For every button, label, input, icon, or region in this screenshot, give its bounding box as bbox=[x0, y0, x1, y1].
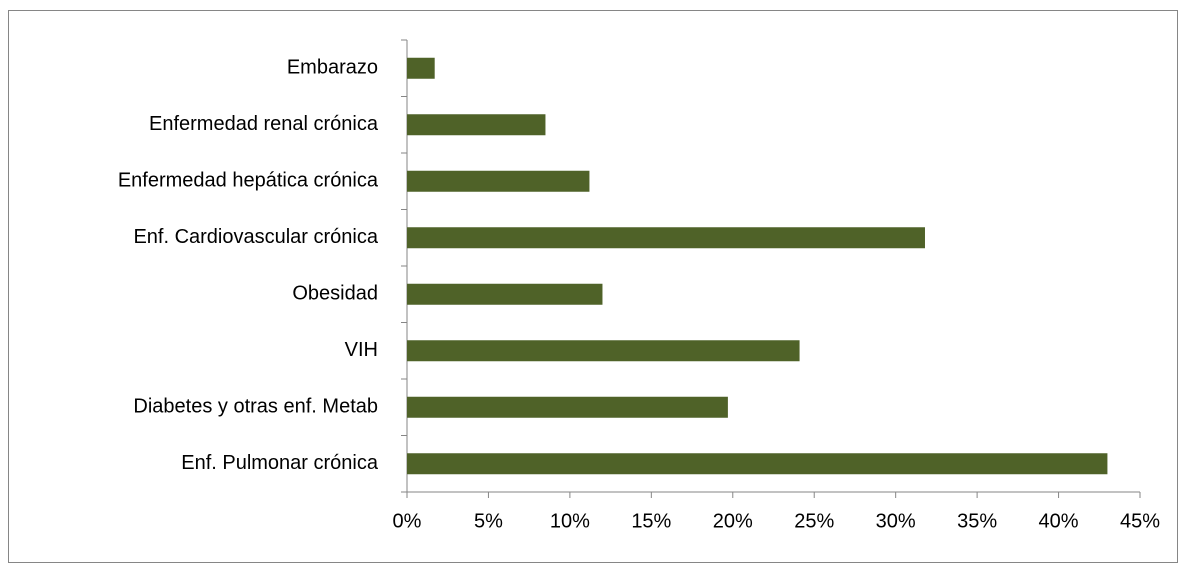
y-tick-label: Embarazo bbox=[287, 57, 378, 79]
bar bbox=[407, 170, 590, 192]
y-tick-label: Enf. Pulmonar crónica bbox=[181, 452, 379, 474]
x-tick-label: 15% bbox=[631, 510, 671, 532]
x-tick-label: 35% bbox=[957, 510, 997, 532]
y-tick-label: Obesidad bbox=[292, 283, 378, 305]
y-tick-label: Diabetes y otras enf. Metab bbox=[133, 396, 378, 418]
x-tick-label: 25% bbox=[794, 510, 834, 532]
x-tick-label: 40% bbox=[1039, 510, 1079, 532]
x-tick-label: 5% bbox=[474, 510, 503, 532]
y-tick-label: Enfermedad hepática crónica bbox=[118, 170, 379, 192]
bar bbox=[407, 340, 800, 362]
y-tick-label: VIH bbox=[345, 339, 378, 361]
bar bbox=[407, 396, 728, 418]
y-tick-label: Enf. Cardiovascular crónica bbox=[133, 226, 378, 248]
bar bbox=[407, 57, 435, 79]
bar bbox=[407, 283, 603, 305]
x-tick-label: 45% bbox=[1120, 510, 1160, 532]
x-tick-label: 20% bbox=[713, 510, 753, 532]
y-tick-label: Enfermedad renal crónica bbox=[149, 113, 379, 135]
bar bbox=[407, 227, 925, 249]
x-tick-label: 10% bbox=[550, 510, 590, 532]
bar bbox=[407, 114, 546, 136]
bar bbox=[407, 453, 1108, 475]
x-tick-label: 0% bbox=[393, 510, 422, 532]
x-tick-label: 30% bbox=[876, 510, 916, 532]
